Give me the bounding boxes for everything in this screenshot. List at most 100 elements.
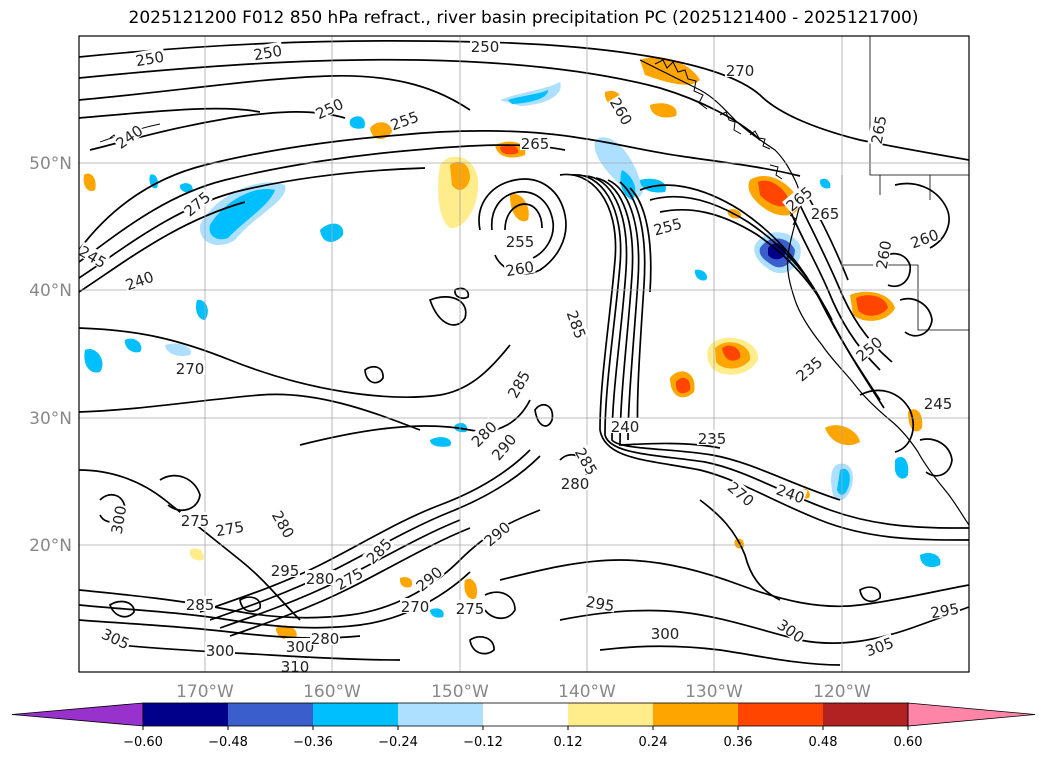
contour-label-text: 250 (471, 38, 500, 56)
contour-label-background (412, 562, 445, 594)
contour-label-background (270, 562, 300, 577)
contour-label-background (180, 187, 213, 219)
contour-label: 260 (503, 257, 536, 281)
contour-label-text: 270 (726, 62, 755, 80)
contour-label-background (928, 599, 961, 620)
contour-label-text: 255 (506, 233, 535, 251)
map-frame (78, 35, 970, 673)
contour-label-background (650, 625, 680, 640)
colorbar-tick-label: 0.12 (554, 735, 583, 750)
lon-label-120w: 120°W (813, 682, 871, 702)
contour-label-background (487, 430, 519, 463)
contour-label-text: 235 (698, 430, 727, 448)
colorbar-bin (228, 703, 313, 726)
coastlines-and-borders (99, 36, 969, 526)
contour-label-background (610, 418, 640, 433)
contour-label: 285 (185, 596, 215, 614)
contour-label: 270 (725, 62, 755, 80)
colorbar-tick-label: 0.48 (809, 735, 838, 750)
contour-label-background (99, 624, 133, 651)
contour-label-background (782, 182, 815, 214)
contour-label: 295 (270, 562, 300, 580)
contour-label: 300 (650, 625, 680, 643)
map-gridlines (79, 36, 969, 672)
colorbar-bin (568, 703, 653, 726)
contour-label-text: 300 (651, 625, 680, 643)
contour-label-text: 250 (252, 42, 283, 65)
contour-label: 275 (455, 600, 485, 618)
contour-label-background (400, 598, 430, 613)
contour-label-background (111, 121, 146, 151)
colorbar-bin (398, 703, 483, 726)
contour-label-background (810, 205, 840, 220)
contour-label-text: 295 (929, 600, 960, 623)
colorbar-bin (143, 703, 228, 726)
contour-label-background (387, 107, 421, 132)
contour-label-text: 280 (306, 570, 335, 588)
contour-label-background (175, 360, 205, 375)
contour-label-background (872, 238, 893, 271)
colorbar-bin (653, 703, 738, 726)
contour-label-background (122, 267, 156, 292)
contour-label-background (867, 113, 888, 146)
contour-label-text: 275 (456, 600, 485, 618)
contour-label-background (725, 477, 758, 509)
lat-label-50n: 50°N (29, 154, 72, 174)
contour-label-text: 280 (311, 630, 340, 648)
contour-label: 265 (867, 113, 890, 146)
contour-label-background (180, 512, 210, 527)
contour-label-text: 270 (176, 360, 205, 378)
contour-label-background (480, 517, 513, 549)
contour-label: 250 (133, 47, 166, 71)
contour-label: 250 (251, 41, 284, 65)
lon-label-150w: 150°W (431, 682, 489, 702)
contour-label-text: 300 (108, 504, 131, 535)
colorbar-tick-label: −0.36 (293, 735, 333, 750)
contour-label-background (792, 352, 825, 384)
longitude-labels: 170°W 160°W 150°W 140°W 130°W 120°W (176, 682, 871, 702)
contour-label-text: 250 (134, 48, 165, 71)
lon-label-130w: 130°W (685, 682, 743, 702)
colorbar-tick-label: −0.60 (123, 735, 163, 750)
contour-label-background (213, 517, 246, 538)
contour-label-background (520, 135, 550, 150)
contour-label-background (205, 642, 235, 657)
contour-label-text: 260 (504, 258, 535, 281)
contour-label-background (862, 633, 896, 658)
contour-label: 300 (205, 642, 235, 660)
colorbar-extend-high (907, 702, 1036, 727)
colorbar-bin (738, 703, 823, 726)
colorbar-tick-label: 0.36 (724, 735, 753, 750)
colorbar-tick-label: 0.24 (639, 735, 668, 750)
contour-label-text: 275 (214, 518, 245, 541)
contour-label-background (852, 332, 885, 364)
contour-labels: 250 250 2502502402402452652702602652552552… (79, 38, 961, 676)
contour-label: 270 (400, 598, 430, 616)
contour-label-background (573, 444, 602, 478)
contour-label: 280 (560, 475, 590, 493)
contour-label-text: 240 (611, 418, 640, 436)
contour-label: 280 (305, 570, 335, 588)
contour-label: 250 (470, 38, 500, 56)
contour-label-text: 285 (186, 596, 215, 614)
contour-label-text: 295 (271, 562, 300, 580)
contour-label: 295 (928, 599, 961, 623)
lat-label-30n: 30°N (29, 409, 72, 429)
contour-label-background (305, 570, 335, 585)
colorbar-bin (483, 703, 568, 726)
contour-label-background (185, 596, 215, 611)
contour-label: 265 (810, 205, 840, 223)
colorbar-tick-label: −0.12 (463, 735, 503, 750)
contour-label: 295 (584, 592, 617, 616)
contour-label-text: 295 (585, 593, 616, 616)
contour-label-text: 310 (281, 658, 310, 676)
contour-label-background (907, 225, 941, 250)
lat-label-20n: 20°N (29, 536, 72, 556)
colorbar-bin (313, 703, 398, 726)
map-title: 2025121200 F012 850 hPa refract., river … (128, 8, 919, 28)
contour-label: 300 (107, 503, 131, 536)
contour-label-background (362, 534, 395, 567)
contour-label: 280 (310, 630, 340, 648)
contour-label-background (470, 38, 500, 53)
